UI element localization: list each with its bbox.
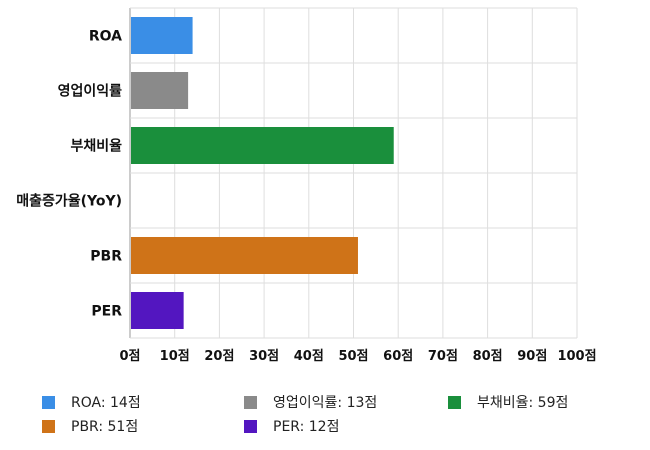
category-label-2: 부채비율 [70,138,122,155]
bar-0 [131,17,193,54]
x-tick-label-10: 100점 [557,349,596,364]
x-tick-label-0: 0점 [119,349,140,364]
category-label-0: ROA [89,29,122,45]
category-label-1: 영업이익률 [58,83,123,100]
bar-2 [131,127,394,164]
x-tick-label-9: 90점 [517,349,547,364]
x-tick-label-2: 20점 [204,349,234,364]
category-label-3: 매출증가율(YoY) [16,193,122,210]
x-tick-labels: 0점 10점 20점 30점 40점 50점 60점 70점 80점 90점 100점 [119,349,596,364]
x-tick-label-5: 50점 [338,349,368,364]
bar-4 [131,237,358,274]
x-tick-label-8: 80점 [473,349,503,364]
x-tick-label-6: 60점 [383,349,413,364]
bar-1 [131,72,189,109]
x-tick-label-1: 10점 [160,349,190,364]
category-label-4: PBR [90,249,122,265]
category-label-5: PER [91,304,122,320]
grid-lines [129,7,578,339]
x-tick-label-4: 40점 [294,349,324,364]
bar-5 [131,292,184,329]
x-tick-label-3: 30점 [249,349,279,364]
bars [131,17,394,329]
x-tick-label-7: 70점 [428,349,458,364]
